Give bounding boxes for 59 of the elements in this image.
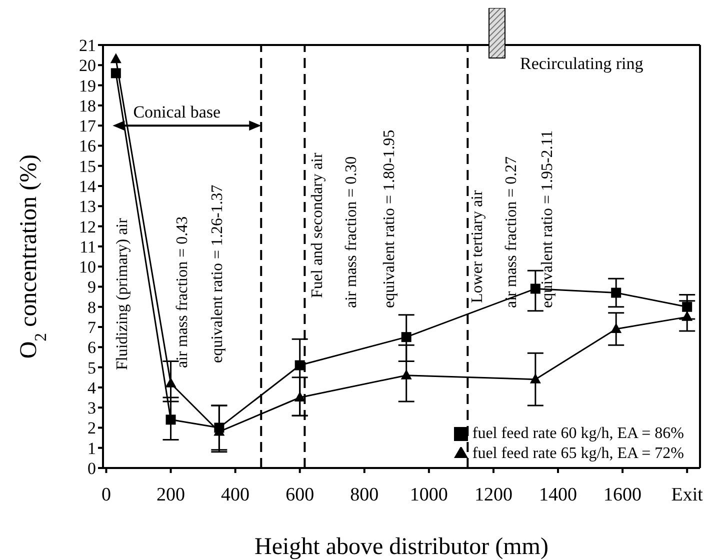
y-tick-label: 20	[79, 56, 96, 76]
y-tick-label: 2	[88, 418, 96, 438]
annotation: air mass fraction = 0.43	[174, 216, 191, 368]
point	[166, 414, 176, 425]
y-tick-label: 16	[79, 136, 96, 156]
y-tick-label: 8	[88, 298, 96, 317]
point	[294, 392, 306, 402]
x-tick-label: 400	[221, 484, 250, 506]
y-tick-label: 0	[88, 459, 96, 478]
y-tick-label: 21	[79, 36, 96, 56]
y-tick-label: 10	[79, 258, 96, 277]
point	[110, 68, 121, 78]
x-tick-label: 600	[286, 484, 314, 506]
y-tick-label: 6	[88, 338, 96, 358]
x-tick-label: 1400	[539, 484, 578, 506]
x-tick-label: 800	[350, 484, 379, 506]
y-tick-label: 3	[88, 398, 96, 418]
x-tick-label: 200	[156, 484, 186, 506]
x-tick-label: 0	[101, 484, 111, 506]
y-tick-label: 1	[88, 438, 96, 458]
annotation: air mass fraction = 0.30	[343, 156, 360, 308]
annotation: Conical base	[133, 102, 221, 122]
point	[401, 332, 412, 342]
annotation: Fluidizing (primary) air	[114, 217, 131, 370]
y-tick-label: 11	[80, 237, 96, 256]
x-tick-label: Exit	[671, 484, 704, 506]
y-tick-label: 7	[88, 318, 96, 338]
point	[530, 373, 541, 384]
point	[530, 284, 540, 294]
point	[682, 302, 692, 312]
annotation: equivalent ratio = 1.26-1.37	[209, 184, 226, 363]
point	[165, 377, 176, 388]
x-tick-label: 1200	[474, 484, 512, 506]
annotation: Recirculating ring	[520, 54, 644, 73]
legend-label: fuel feed rate 65 kg/h, EA = 72%	[472, 445, 684, 462]
annotation: equivalent ratio = 1.95-2.11	[539, 130, 556, 308]
point	[294, 360, 305, 370]
y-tick-label: 18	[79, 96, 96, 116]
legend-label: fuel feed rate 60 kg/h, EA = 86%	[472, 425, 684, 442]
x-tick-label: 1000	[410, 484, 448, 506]
annotation: equivalent ratio = 1.80-1.95	[381, 130, 398, 308]
point	[611, 288, 622, 298]
point	[110, 53, 122, 64]
y-tick-label: 12	[79, 217, 96, 236]
annotation: Lower tertiary air	[469, 190, 486, 303]
x-axis-title: Height above distributor (mm)	[254, 534, 548, 560]
y-tick-label: 19	[79, 76, 96, 96]
y-tick-label: 4	[88, 378, 96, 398]
y-tick-label: 5	[88, 358, 96, 378]
y-tick-label: 13	[79, 197, 96, 216]
annotation: Fuel and secondary air	[309, 152, 326, 298]
y-tick-label: 17	[79, 116, 96, 136]
y-tick-label: 9	[88, 278, 96, 297]
point	[400, 369, 412, 380]
point	[682, 310, 693, 321]
point	[610, 323, 622, 334]
x-tick-label: 1600	[604, 484, 642, 506]
y-tick-label: 14	[79, 177, 96, 196]
y-tick-label: 15	[79, 156, 96, 176]
